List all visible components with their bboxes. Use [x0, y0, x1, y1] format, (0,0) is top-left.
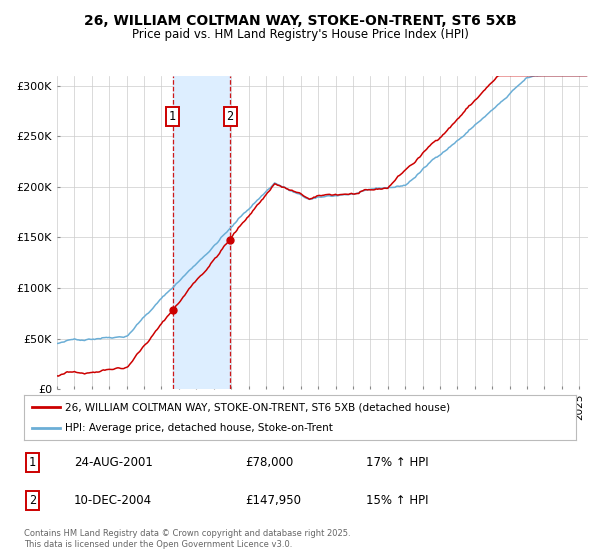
- Text: 26, WILLIAM COLTMAN WAY, STOKE-ON-TRENT, ST6 5XB: 26, WILLIAM COLTMAN WAY, STOKE-ON-TRENT,…: [83, 14, 517, 28]
- Text: 1: 1: [169, 110, 176, 123]
- Text: £147,950: £147,950: [245, 493, 301, 507]
- Text: £78,000: £78,000: [245, 456, 293, 469]
- Bar: [173, 76, 230, 389]
- Text: 1: 1: [29, 456, 36, 469]
- Text: 17% ↑ HPI: 17% ↑ HPI: [366, 456, 429, 469]
- Text: 2: 2: [29, 493, 36, 507]
- Text: 24-AUG-2001: 24-AUG-2001: [74, 456, 152, 469]
- Text: Price paid vs. HM Land Registry's House Price Index (HPI): Price paid vs. HM Land Registry's House …: [131, 28, 469, 41]
- Text: Contains HM Land Registry data © Crown copyright and database right 2025.
This d: Contains HM Land Registry data © Crown c…: [24, 529, 350, 549]
- Text: 2: 2: [227, 110, 233, 123]
- Text: 26, WILLIAM COLTMAN WAY, STOKE-ON-TRENT, ST6 5XB (detached house): 26, WILLIAM COLTMAN WAY, STOKE-ON-TRENT,…: [65, 402, 451, 412]
- Text: 10-DEC-2004: 10-DEC-2004: [74, 493, 152, 507]
- Text: HPI: Average price, detached house, Stoke-on-Trent: HPI: Average price, detached house, Stok…: [65, 423, 333, 433]
- Text: 15% ↑ HPI: 15% ↑ HPI: [366, 493, 429, 507]
